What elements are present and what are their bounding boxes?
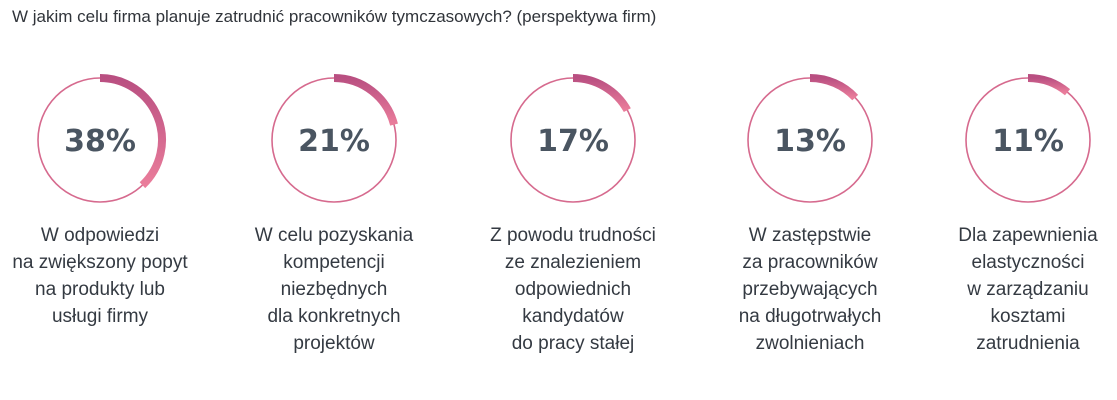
caption-line: Dla zapewnienia bbox=[958, 225, 1098, 246]
percentage-label: 13% bbox=[774, 124, 846, 159]
caption-line: kosztami bbox=[990, 306, 1066, 327]
progress-ring: 17% bbox=[510, 74, 636, 203]
caption-line: na zwiększony popyt bbox=[12, 252, 188, 273]
caption-line: elastyczności bbox=[971, 252, 1085, 273]
caption-line: W odpowiedzi bbox=[40, 225, 160, 246]
progress-ring: 13% bbox=[747, 74, 873, 203]
caption-line: przebywających bbox=[742, 279, 878, 300]
percentage-label: 21% bbox=[298, 124, 370, 159]
caption-line: na długotrwałych bbox=[738, 306, 882, 327]
progress-item: 17% Z powodu trudności ze znalezieniem odpo… bbox=[473, 70, 673, 357]
caption-line: ze znalezieniem bbox=[504, 252, 642, 273]
caption-line: za pracowników bbox=[742, 252, 878, 273]
progress-arc bbox=[333, 74, 398, 126]
progress-arc bbox=[572, 74, 631, 113]
caption-line: niezbędnych bbox=[280, 279, 388, 300]
progress-ring: 11% bbox=[965, 74, 1091, 203]
progress-item: 11% Dla zapewnienia elastyczności w zarządz… bbox=[928, 70, 1117, 357]
caption-line: dla konkretnych bbox=[267, 306, 401, 327]
progress-arc bbox=[1027, 74, 1071, 96]
caption-line: W celu pozyskania bbox=[254, 225, 414, 246]
category-caption: Dla zapewnienia elastyczności w zarządzani… bbox=[928, 222, 1117, 357]
progress-ring: 21% bbox=[271, 74, 398, 203]
caption-line: zwolnieniach bbox=[755, 333, 865, 354]
progress-item: 21% W celu pozyskania kompetencji niezbędny… bbox=[234, 70, 434, 357]
progress-item: 38% W odpowiedzi na zwiększony popyt na pro… bbox=[0, 70, 200, 330]
caption-line: kompetencji bbox=[283, 252, 385, 273]
caption-line: projektów bbox=[293, 333, 375, 354]
caption-line: usługi firmy bbox=[51, 306, 149, 327]
progress-item: 13% W zastępstwie za pracowników przebywają… bbox=[710, 70, 910, 357]
chart-title: W jakim celu firma planuje zatrudnić pra… bbox=[12, 7, 657, 26]
progress-ring: 38% bbox=[37, 74, 166, 203]
category-caption: Z powodu trudności ze znalezieniem odpowie… bbox=[473, 222, 673, 357]
caption-line: do pracy stałej bbox=[511, 333, 635, 354]
caption-line: Z powodu trudności bbox=[490, 225, 656, 246]
category-caption: W odpowiedzi na zwiększony popyt na produk… bbox=[0, 222, 200, 330]
percentage-label: 17% bbox=[537, 124, 609, 159]
category-caption: W zastępstwie za pracowników przebywającyc… bbox=[710, 222, 910, 357]
progress-arc bbox=[99, 74, 166, 189]
caption-line: kandydatów bbox=[522, 306, 624, 327]
category-caption: W celu pozyskania kompetencji niezbędnych d… bbox=[234, 222, 434, 357]
caption-line: w zarządzaniu bbox=[967, 279, 1089, 300]
caption-line: W zastępstwie bbox=[748, 225, 872, 246]
progress-arc bbox=[809, 74, 859, 101]
caption-line: na produkty lub bbox=[35, 279, 165, 300]
caption-line: odpowiednich bbox=[514, 279, 632, 300]
percentage-label: 38% bbox=[64, 124, 136, 159]
percentage-label: 11% bbox=[992, 124, 1064, 159]
caption-line: zatrudnienia bbox=[976, 333, 1080, 354]
